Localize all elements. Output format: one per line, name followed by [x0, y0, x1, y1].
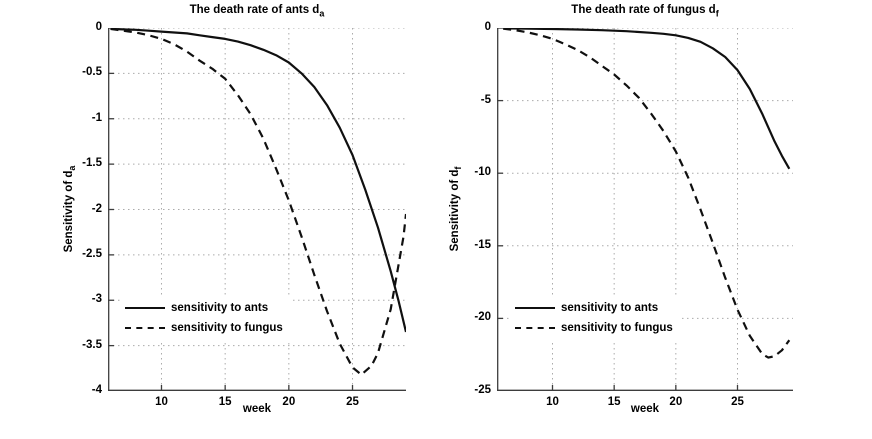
y-tick-label: -25 [474, 384, 491, 396]
curve-solid [110, 28, 406, 333]
right-plot-xlabel: week [630, 403, 660, 415]
y-tick-label: -2 [91, 202, 102, 215]
right-plot-title: The death rate of fungus df [497, 4, 793, 18]
legend-item-ants: sensitivity to ants [125, 298, 283, 318]
x-tick-label: 20 [669, 396, 683, 408]
legend-label-ants: sensitivity to ants [561, 302, 659, 314]
y-tick-label: 0 [95, 21, 102, 33]
y-tick-label: -1.5 [82, 157, 102, 170]
right-plot-legend: sensitivity to ants sensitivity to fungu… [511, 295, 681, 341]
legend-label-fungus: sensitivity to fungus [561, 322, 673, 334]
legend-item-fungus: sensitivity to fungus [515, 318, 673, 338]
x-tick-label: 15 [218, 396, 232, 408]
right-plot-area [497, 28, 793, 391]
x-tick-label: 20 [282, 396, 296, 408]
x-tick-label: 10 [546, 396, 559, 408]
y-tick-label: -3.5 [82, 338, 102, 351]
legend-label-fungus: sensitivity to fungus [171, 322, 283, 334]
y-tick-label: -10 [474, 166, 491, 179]
y-tick-label: -3 [91, 293, 102, 306]
left-plot-legend: sensitivity to ants sensitivity to fungu… [121, 295, 291, 341]
y-tick-label: -4 [91, 384, 102, 396]
x-tick-label: 25 [731, 396, 744, 408]
right-plot-title-text: The death rate of fungus d [571, 4, 716, 16]
legend-label-ants: sensitivity to ants [171, 302, 269, 314]
curve-solid [503, 28, 791, 170]
curve-dashed [503, 28, 791, 359]
solid-line-sample-icon [515, 307, 555, 309]
curve-dashed [110, 28, 406, 376]
x-tick-label: 10 [155, 396, 168, 408]
left-plot-area [108, 28, 406, 391]
y-tick-label: -1 [91, 111, 102, 124]
y-tick-label: -2.5 [82, 247, 102, 260]
left-plot-xlabel: week [242, 403, 272, 415]
left-plot-title: The death rate of ants da [108, 4, 406, 18]
y-tick-label: -15 [474, 238, 491, 251]
dashed-line-sample-icon [125, 327, 165, 329]
y-tick-label: -0.5 [82, 66, 102, 79]
solid-line-sample-icon [125, 307, 165, 309]
right-plot-title-subscript: f [715, 8, 719, 19]
legend-item-ants: sensitivity to ants [515, 298, 673, 318]
legend-item-fungus: sensitivity to fungus [125, 318, 283, 338]
y-tick-label: -5 [480, 93, 491, 106]
left-plot-title-subscript: a [319, 8, 325, 19]
y-tick-label: -20 [474, 311, 491, 324]
y-tick-label: 0 [484, 21, 491, 33]
dashed-line-sample-icon [515, 327, 555, 329]
x-tick-label: 25 [346, 396, 359, 408]
left-plot-title-text: The death rate of ants d [189, 4, 320, 16]
x-tick-label: 15 [607, 396, 621, 408]
